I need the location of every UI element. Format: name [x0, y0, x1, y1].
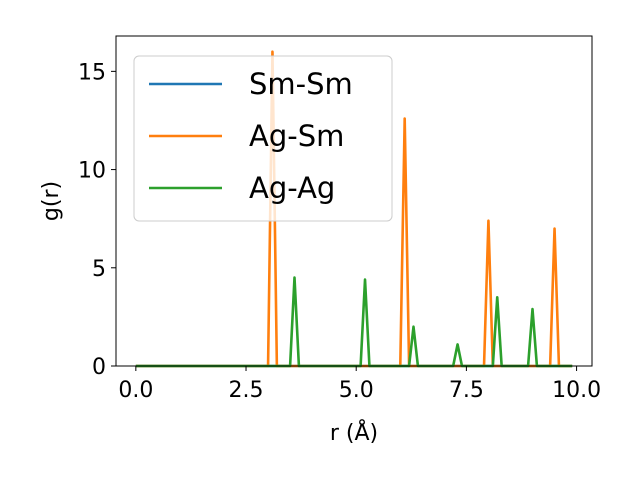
- x-tick-label: 10.0: [552, 378, 601, 403]
- y-axis: 0 5 10 15: [78, 60, 116, 380]
- y-tick-label: 0: [92, 355, 106, 380]
- y-axis-label: g(r): [39, 181, 64, 221]
- legend: Sm-Sm Ag-Sm Ag-Ag: [133, 55, 393, 222]
- x-tick-label: 7.5: [449, 378, 484, 403]
- y-tick-label: 5: [92, 257, 106, 282]
- x-axis-label: r (Å): [330, 419, 378, 446]
- y-tick-label: 10: [78, 159, 106, 184]
- x-tick-label: 5.0: [339, 378, 374, 403]
- x-axis: 0.0 2.5 5.0 7.5 10.0: [118, 366, 601, 403]
- series-line-ag-ag: [135, 276, 573, 368]
- x-tick-label: 0.0: [118, 378, 153, 403]
- legend-label: Ag-Ag: [249, 171, 335, 205]
- legend-label: Ag-Sm: [249, 119, 344, 153]
- legend-box: [133, 55, 393, 222]
- legend-label: Sm-Sm: [249, 67, 353, 101]
- plot-frame: [115, 35, 593, 367]
- x-tick-label: 2.5: [229, 378, 264, 403]
- y-tick-label: 15: [78, 60, 106, 85]
